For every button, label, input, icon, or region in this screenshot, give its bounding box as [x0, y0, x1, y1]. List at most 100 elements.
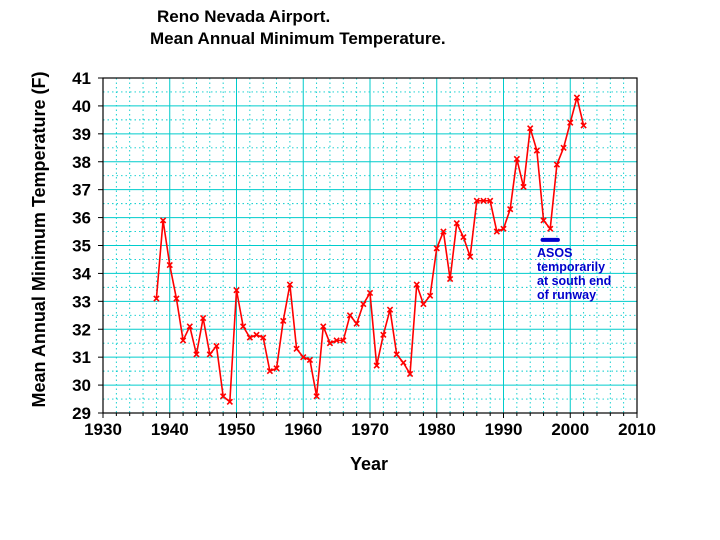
y-tick-label: 34 [72, 264, 91, 283]
data-point [360, 300, 367, 308]
data-point [400, 359, 407, 366]
chart-title-line-1: Reno Nevada Airport. [157, 7, 331, 26]
chart-title-line-2: Mean Annual Minimum Temperature. [150, 29, 446, 48]
data-point [533, 147, 541, 154]
data-point [406, 370, 414, 378]
data-point [179, 337, 187, 344]
data-point [280, 317, 287, 325]
y-tick-label: 33 [72, 292, 91, 311]
data-point [480, 197, 487, 204]
y-tick-label: 29 [72, 404, 91, 423]
data-point [453, 220, 460, 227]
data-point [166, 261, 173, 269]
data-point [153, 295, 160, 302]
data-point [413, 281, 420, 288]
data-point [386, 306, 394, 313]
data-point [426, 292, 434, 299]
y-tick-label: 35 [72, 237, 91, 256]
data-point [320, 323, 327, 330]
data-point [173, 295, 180, 302]
data-point [393, 351, 400, 358]
data-point [159, 217, 167, 224]
data-point [219, 393, 227, 400]
data-point [460, 233, 467, 241]
x-tick-label: 1960 [284, 420, 322, 439]
data-point [273, 365, 280, 372]
data-point [226, 398, 233, 405]
x-tick-label: 2000 [551, 420, 589, 439]
y-tick-label: 37 [72, 181, 91, 200]
data-point [493, 228, 500, 235]
data-point [340, 337, 347, 344]
y-tick-label: 38 [72, 153, 91, 172]
data-point [547, 225, 554, 232]
data-point [313, 393, 320, 400]
y-tick-label: 40 [72, 97, 91, 116]
grid-lines [103, 78, 637, 413]
data-point [486, 197, 494, 204]
data-point [240, 323, 247, 330]
data-point [540, 217, 547, 224]
annotation-text-line: temporarily [537, 260, 605, 274]
data-point [286, 281, 294, 288]
y-tick-label: 41 [72, 69, 91, 88]
data-point [253, 331, 260, 338]
data-point [246, 334, 254, 341]
annotation-text-line: of runway [537, 288, 596, 302]
data-point [507, 206, 514, 213]
data-point [560, 144, 567, 151]
data-point [466, 253, 474, 260]
x-tick-label: 1970 [351, 420, 389, 439]
data-point [440, 228, 447, 235]
y-tick-label: 30 [72, 376, 91, 395]
x-tick-label: 1940 [151, 420, 189, 439]
y-tick-label: 39 [72, 125, 91, 144]
data-point [293, 345, 300, 352]
data-point [193, 351, 200, 358]
y-tick-label: 31 [72, 348, 91, 367]
data-point [346, 312, 354, 319]
data-point [266, 367, 274, 375]
y-axis-ticks: 29 30 31 32 33 34 35 36 37 38 39 40 41 [72, 69, 103, 423]
y-tick-label: 32 [72, 320, 91, 339]
data-point [333, 337, 340, 344]
x-tick-label: 1990 [485, 420, 523, 439]
data-point [380, 331, 387, 338]
data-point [373, 362, 380, 369]
data-point [186, 323, 193, 330]
data-point [306, 356, 314, 364]
x-axis-label: Year [350, 454, 388, 474]
data-point [420, 300, 427, 308]
data-point [527, 125, 534, 132]
x-tick-label: 2010 [618, 420, 656, 439]
data-point [326, 340, 334, 347]
data-point [233, 287, 240, 294]
data-point [300, 354, 307, 361]
series-group [153, 94, 587, 405]
data-point [433, 245, 440, 252]
data-point [580, 122, 587, 129]
y-axis-label: Mean Annual Minimum Temperature (F) [29, 71, 49, 407]
data-point [573, 94, 581, 101]
data-point [567, 119, 574, 126]
data-point [553, 161, 561, 168]
data-point [353, 320, 360, 327]
data-point [213, 342, 220, 350]
x-axis-ticks: 1930 1940 1950 1960 1970 1980 1990 2000 2010 [84, 413, 656, 439]
data-point [366, 289, 374, 297]
x-tick-label: 1950 [218, 420, 256, 439]
x-tick-label: 1980 [418, 420, 456, 439]
data-point [513, 155, 521, 163]
data-point [520, 183, 527, 191]
data-point [473, 197, 480, 204]
data-point [500, 225, 507, 232]
annotation-text-line: at south end [537, 274, 611, 288]
annotation-text-line: ASOS [537, 246, 572, 260]
x-tick-label: 1930 [84, 420, 122, 439]
data-point [199, 314, 207, 322]
data-point [260, 334, 267, 341]
data-point [206, 351, 213, 358]
y-tick-label: 36 [72, 209, 91, 228]
